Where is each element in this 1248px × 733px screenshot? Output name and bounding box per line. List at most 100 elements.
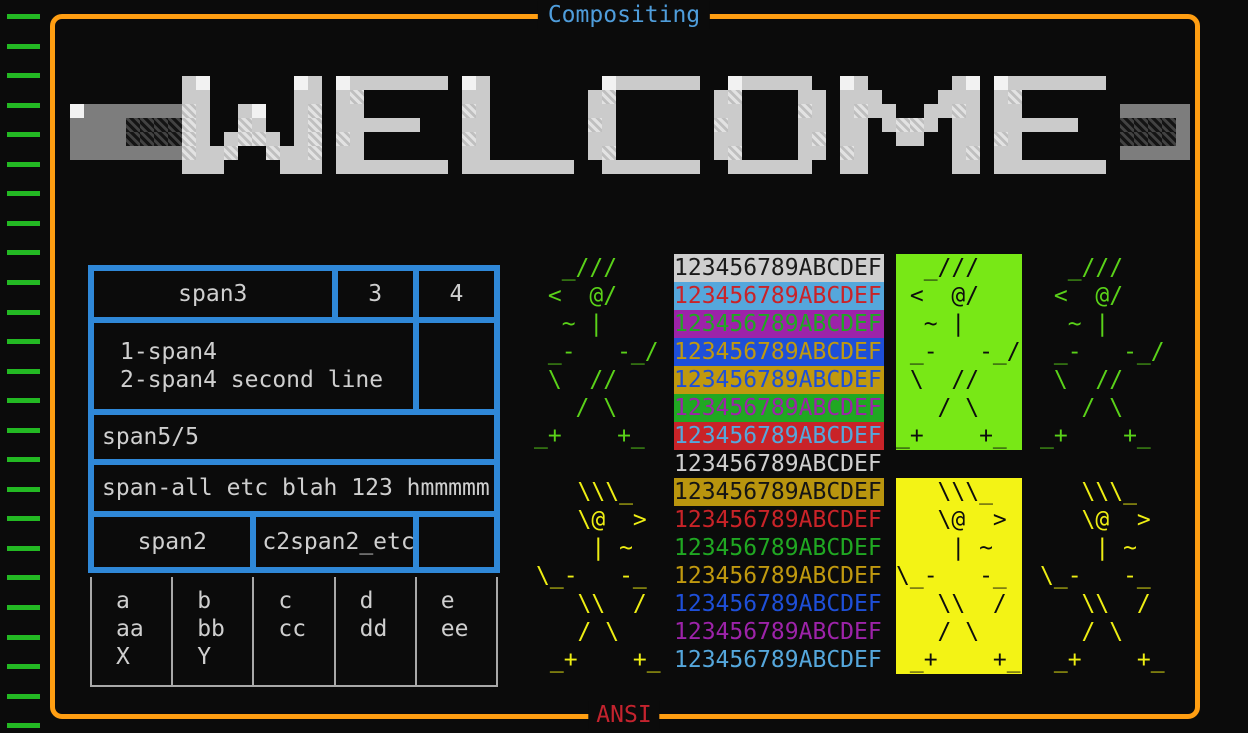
banner-pixel — [854, 132, 868, 146]
banner-pixel — [308, 160, 322, 174]
banner-pixel — [854, 160, 868, 174]
banner-pixel — [994, 118, 1008, 132]
banner-pixel — [798, 76, 812, 90]
banner-pixel — [1162, 118, 1176, 132]
banner-pixel — [112, 146, 126, 160]
banner-pixel — [840, 160, 854, 174]
banner-pixel — [1008, 104, 1022, 118]
banner-pixel — [462, 146, 476, 160]
banner-pixel — [1134, 132, 1148, 146]
banner-pixel — [476, 76, 490, 90]
banner-pixel — [1176, 132, 1190, 146]
cell-span3: span3 — [94, 271, 332, 317]
ansi-color-row: 123456789ABCDEF — [674, 338, 884, 366]
banner-pixel — [308, 90, 322, 104]
banner-pixel — [1134, 146, 1148, 160]
ansi-color-row: 123456789ABCDEF — [674, 478, 884, 506]
banner-pixel — [308, 76, 322, 90]
banner-pixel — [840, 76, 854, 90]
banner-pixel — [406, 118, 420, 132]
banner-pixel — [504, 160, 518, 174]
banner-pixel — [882, 118, 896, 132]
banner-pixel — [112, 118, 126, 132]
banner-pixel — [266, 146, 280, 160]
banner-pixel — [910, 132, 924, 146]
banner-pixel — [210, 160, 224, 174]
banner-pixel — [588, 132, 602, 146]
ansi-color-row: 123456789ABCDEF — [674, 310, 884, 338]
banner-pixel — [308, 118, 322, 132]
banner-pixel — [238, 104, 252, 118]
banner-pixel — [1036, 160, 1050, 174]
ruler-dash — [7, 634, 40, 640]
banner-pixel — [966, 160, 980, 174]
banner-pixel — [1162, 104, 1176, 118]
banner-pixel — [70, 118, 84, 132]
data-grid: a aa X b bb Y c cc d dd e ee — [90, 577, 498, 687]
banner-pixel — [602, 76, 616, 90]
banner-pixel — [1148, 104, 1162, 118]
banner-pixel — [294, 118, 308, 132]
banner-pixel — [938, 104, 952, 118]
banner-pixel — [588, 104, 602, 118]
banner-pixel — [84, 104, 98, 118]
banner-pixel — [714, 104, 728, 118]
banner-pixel — [1050, 76, 1064, 90]
banner-pixel — [84, 146, 98, 160]
banner-pixel — [896, 132, 910, 146]
banner-pixel — [126, 104, 140, 118]
banner-pixel — [462, 76, 476, 90]
banner-pixel — [784, 76, 798, 90]
ruler-dash — [7, 339, 40, 345]
ruler-dash — [7, 102, 40, 108]
banner-pixel — [84, 118, 98, 132]
banner-pixel — [182, 90, 196, 104]
cell-span4-line2: 2-span4 second line — [120, 367, 384, 393]
ruler-dash — [7, 14, 40, 19]
banner-pixel — [1148, 146, 1162, 160]
ansi-color-rows: 123456789ABCDEF 123456789ABCDEF 123456789A… — [674, 254, 884, 674]
ruler-dash — [7, 250, 40, 256]
banner-pixel — [70, 104, 84, 118]
banner-pixel — [1092, 160, 1106, 174]
banner-pixel — [602, 90, 616, 104]
banner-pixel — [854, 118, 868, 132]
banner-pixel — [728, 132, 742, 146]
banner-pixel — [756, 76, 770, 90]
ansi-color-row: 123456789ABCDEF — [674, 451, 882, 477]
banner-pixel — [602, 160, 616, 174]
banner-pixel — [294, 76, 308, 90]
banner-pixel — [1078, 160, 1092, 174]
banner-pixel — [798, 104, 812, 118]
banner-pixel — [182, 160, 196, 174]
banner-pixel — [476, 132, 490, 146]
banner-pixel — [224, 146, 238, 160]
banner-pixel — [112, 132, 126, 146]
ansi-color-row: 123456789ABCDEF — [674, 619, 882, 645]
banner-pixel — [238, 132, 252, 146]
banner-pixel — [168, 132, 182, 146]
ruler-dash — [7, 723, 40, 729]
banner-pixel — [994, 160, 1008, 174]
banner-pixel — [1120, 104, 1134, 118]
banner-pixel — [308, 104, 322, 118]
banner-pixel — [994, 104, 1008, 118]
cell-4: 4 — [418, 271, 494, 317]
banner-pixel — [644, 76, 658, 90]
banner-pixel — [1064, 160, 1078, 174]
banner-pixel — [910, 118, 924, 132]
ruler-dash — [7, 132, 40, 138]
banner-pixel — [784, 160, 798, 174]
banner-pixel — [1008, 146, 1022, 160]
banner-pixel — [294, 160, 308, 174]
banner-pixel — [798, 90, 812, 104]
banner-pixel — [616, 160, 630, 174]
banner-pixel — [308, 146, 322, 160]
banner-pixel — [378, 118, 392, 132]
banner-pixel — [350, 146, 364, 160]
ruler-dash — [7, 220, 40, 226]
banner-pixel — [686, 160, 700, 174]
banner-pixel — [966, 76, 980, 90]
cell-row2-empty — [418, 323, 494, 409]
banner-pixel — [350, 76, 364, 90]
